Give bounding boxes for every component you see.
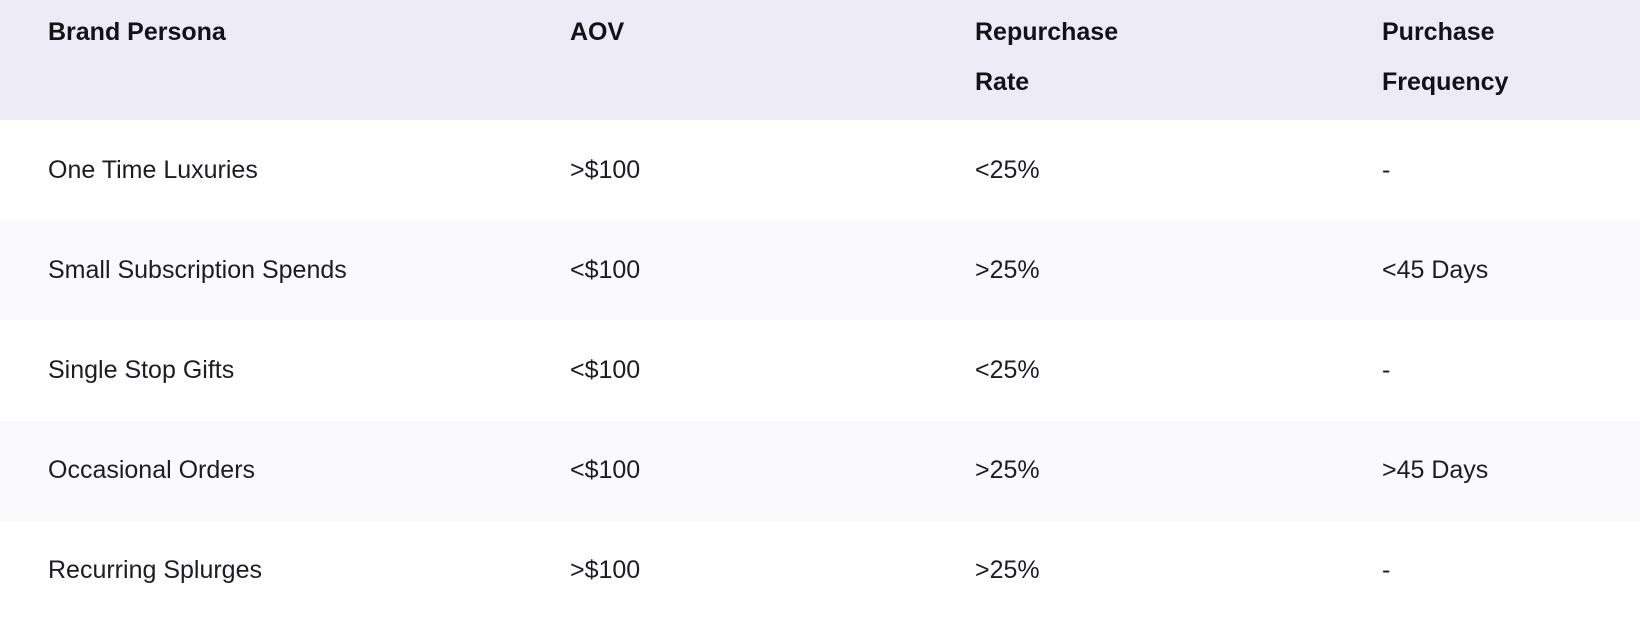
- cell-aov: <$100: [570, 356, 641, 384]
- cell-brand-persona: One Time Luxuries: [48, 155, 258, 184]
- table-row: Single Stop Gifts <$100 <25% -: [0, 320, 1640, 421]
- column-header-label: Purchase Frequency: [1382, 18, 1509, 96]
- cell-brand-persona: Small Subscription Spends: [48, 255, 347, 284]
- column-header-label: Brand Persona: [48, 18, 226, 46]
- cell-purchase-frequency: <45 Days: [1382, 255, 1489, 284]
- cell-repurchase-rate: >25%: [975, 556, 1040, 585]
- cell-purchase-frequency: -: [1382, 356, 1391, 384]
- cell-repurchase-rate: <25%: [975, 356, 1040, 384]
- table-row: One Time Luxuries >$100 <25% -: [0, 120, 1640, 221]
- cell-repurchase-rate: <25%: [975, 155, 1040, 184]
- cell-purchase-frequency: -: [1382, 155, 1391, 184]
- cell-purchase-frequency: -: [1382, 556, 1391, 585]
- cell-repurchase-rate: >25%: [975, 255, 1040, 284]
- table-row: Small Subscription Spends <$100 >25% <45…: [0, 220, 1640, 321]
- column-header-repurchase-rate: Repurchase Rate: [975, 0, 1382, 107]
- cell-aov: >$100: [570, 155, 641, 184]
- cell-purchase-frequency: >45 Days: [1382, 456, 1489, 485]
- table-header-row: Brand Persona AOV Repurchase Rate Purcha…: [0, 0, 1640, 120]
- cell-aov: <$100: [570, 456, 641, 485]
- cell-aov: >$100: [570, 556, 641, 585]
- cell-brand-persona: Single Stop Gifts: [48, 356, 235, 384]
- column-header-label: AOV: [570, 18, 625, 46]
- cell-repurchase-rate: >25%: [975, 456, 1040, 485]
- cell-brand-persona: Occasional Orders: [48, 456, 256, 485]
- cell-brand-persona: Recurring Splurges: [48, 556, 262, 585]
- column-header-label: Repurchase Rate: [975, 18, 1119, 96]
- table-row: Recurring Splurges >$100 >25% -: [0, 520, 1640, 621]
- column-header-purchase-frequency: Purchase Frequency: [1382, 0, 1640, 107]
- table-row: Occasional Orders <$100 >25% >45 Days: [0, 420, 1640, 521]
- cell-aov: <$100: [570, 255, 641, 284]
- column-header-aov: AOV: [570, 0, 975, 57]
- column-header-brand-persona: Brand Persona: [48, 0, 570, 57]
